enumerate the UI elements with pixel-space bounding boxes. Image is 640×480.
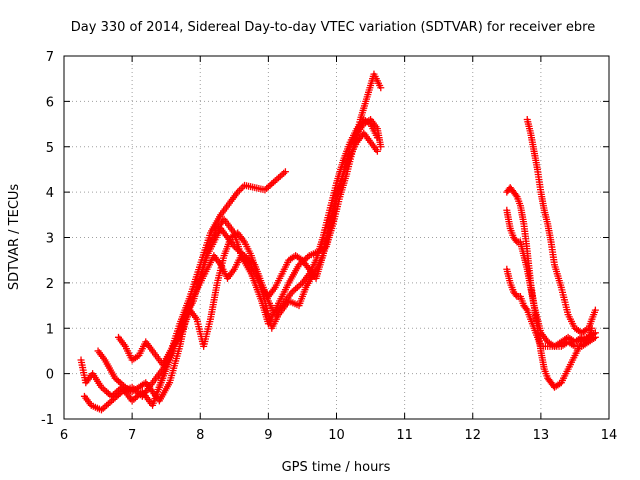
series-trace-9 [523, 116, 599, 337]
data-point [591, 329, 599, 337]
chart-title: Day 330 of 2014, Sidereal Day-to-day VTE… [71, 20, 595, 35]
x-tick-label: 12 [464, 428, 481, 443]
gridlines [64, 56, 609, 419]
data-point [377, 84, 385, 92]
y-tick-label: 5 [46, 141, 54, 156]
y-tick-label: 7 [46, 50, 54, 65]
x-tick-label: 7 [128, 428, 136, 443]
data-point [373, 147, 381, 155]
x-axis-label: GPS time / hours [282, 460, 391, 475]
series-trace-5 [155, 129, 381, 391]
data-point [377, 143, 385, 151]
y-tick-label: 6 [46, 95, 54, 110]
series-trace-8 [503, 265, 599, 350]
data-point [239, 183, 247, 191]
y-tick-label: 0 [46, 368, 54, 383]
y-tick-label: 2 [46, 277, 54, 292]
x-tick-label: 8 [196, 428, 204, 443]
series-trace-6 [503, 184, 596, 391]
data-point [512, 191, 520, 199]
x-tick-label: 13 [533, 428, 550, 443]
y-tick-label: 1 [46, 322, 54, 337]
data-point [522, 305, 530, 313]
x-tick-label: 9 [264, 428, 272, 443]
y-tick-label: -1 [41, 413, 54, 428]
x-tick-label: 14 [601, 428, 618, 443]
data-point [281, 168, 289, 176]
plot-frame [63, 55, 610, 420]
x-tick-label: 11 [396, 428, 413, 443]
y-tick-label: 4 [46, 186, 54, 201]
y-tick-label: 3 [46, 232, 54, 247]
x-tick-label: 6 [60, 428, 68, 443]
data-points [77, 70, 599, 414]
data-point [591, 306, 599, 314]
y-axis-label: SDTVAR / TECUs [7, 184, 22, 291]
x-tick-label: 10 [328, 428, 345, 443]
